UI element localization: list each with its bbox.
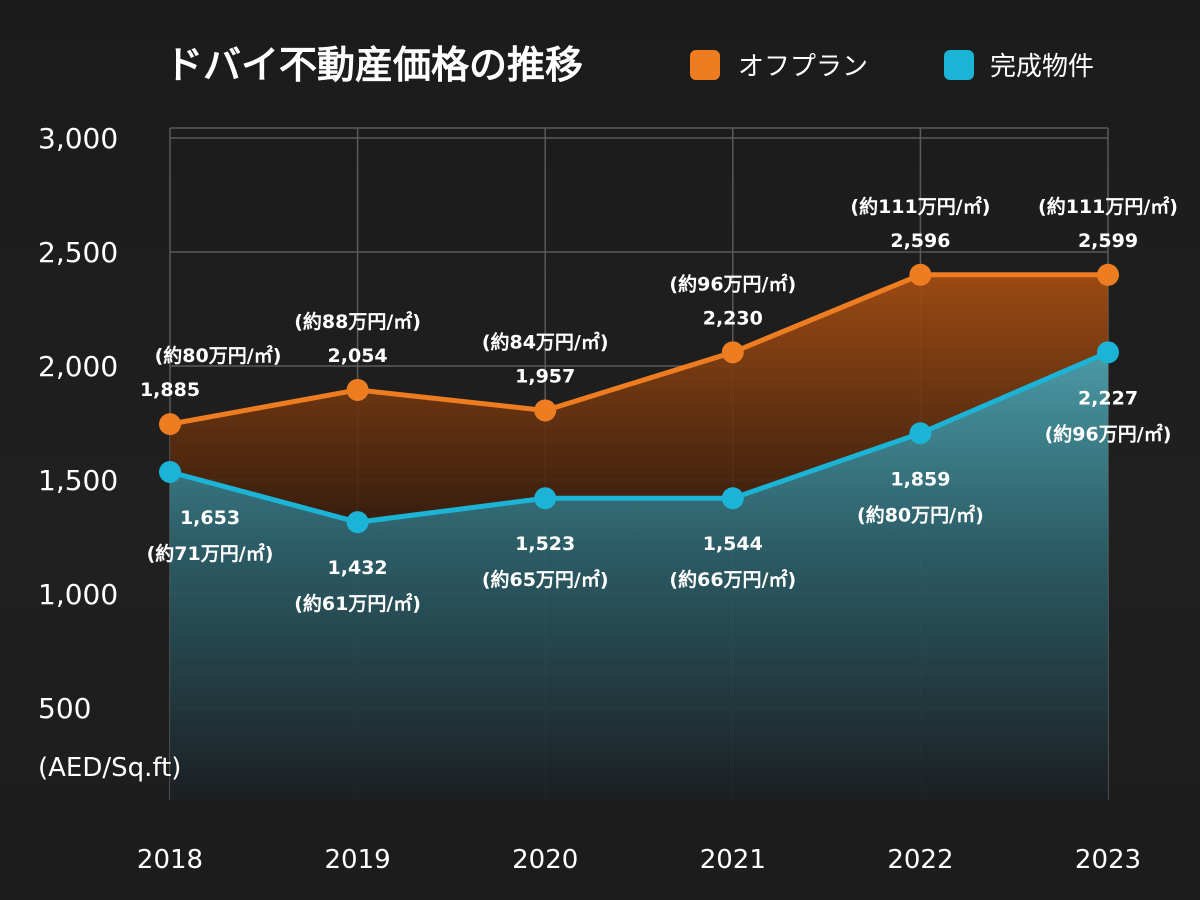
x-tick-label: 2022	[887, 845, 953, 875]
data-label-offplan-sub: (約96万円/㎡)	[669, 272, 796, 295]
data-point-completed	[534, 487, 557, 510]
data-point-completed	[1097, 341, 1119, 364]
series-line-offplan	[169, 272, 1108, 427]
data-point-offplan	[346, 378, 369, 401]
data-point-completed	[346, 511, 369, 534]
x-tick-label: 2019	[325, 845, 391, 875]
x-tick-label: 2023	[1075, 845, 1141, 875]
data-label-completed-value: 1,432	[328, 557, 388, 579]
data-point-offplan	[909, 263, 932, 286]
data-label-offplan-value: 1,957	[515, 365, 575, 387]
x-tick-label: 2020	[512, 845, 578, 875]
y-tick-label: 1,500	[38, 464, 118, 497]
y-axis: 3,000 2,500 2,000 1,500 1,000 500	[38, 122, 118, 725]
data-points	[159, 263, 1119, 534]
data-label-offplan-sub: (約111万円/㎡)	[850, 195, 990, 218]
data-label-completed-sub: (約66万円/㎡)	[669, 568, 796, 591]
data-point-offplan	[1097, 263, 1119, 286]
unit-label: (AED/Sq.ft)	[38, 753, 181, 783]
y-tick-label: 3,000	[38, 122, 118, 155]
legend-swatch-offplan	[690, 50, 720, 80]
data-label-offplan-value: 2,054	[328, 345, 388, 367]
data-label-completed-sub: (約65万円/㎡)	[482, 568, 609, 591]
x-tick-label: 2018	[137, 845, 203, 875]
legend-label-offplan: オフプラン	[738, 52, 868, 82]
area-completed	[170, 352, 1108, 800]
data-label-completed-sub: (約71万円/㎡)	[147, 542, 274, 565]
data-label-offplan-sub: (約88万円/㎡)	[294, 310, 421, 333]
data-label-offplan-value: 2,599	[1078, 230, 1138, 252]
data-point-offplan	[721, 341, 744, 364]
x-axis: 2018 2019 2020 2021 2022 2023	[137, 845, 1141, 875]
area-offplan	[170, 274, 1108, 523]
data-label-completed-sub: (約96万円/㎡)	[1045, 422, 1172, 445]
data-labels: (約80万円/㎡) 1,885 (約88万円/㎡) 2,054 (約84万円/㎡) 1,9…	[140, 195, 1178, 615]
legend: オフプラン 完成物件	[690, 50, 1094, 82]
series-lines	[169, 272, 1109, 525]
data-label-offplan-value: 2,230	[703, 307, 763, 329]
data-point-completed	[909, 422, 932, 445]
series-line-completed	[169, 350, 1109, 525]
data-point-offplan	[159, 413, 181, 436]
data-point-completed	[159, 461, 181, 484]
data-label-offplan-value: 2,596	[890, 230, 950, 252]
data-label-completed-sub: (約61万円/㎡)	[294, 592, 421, 615]
data-label-offplan-value: 1,885	[140, 379, 200, 401]
chart-title: ドバイ不動産価格の推移	[165, 43, 583, 87]
data-label-completed-value: 1,544	[703, 533, 763, 555]
area-fills	[170, 274, 1108, 800]
data-label-completed-value: 1,653	[180, 507, 240, 529]
y-tick-label: 500	[38, 692, 91, 725]
x-tick-label: 2021	[700, 845, 766, 875]
data-point-offplan	[534, 399, 557, 422]
data-label-completed-sub: (約80万円/㎡)	[857, 503, 984, 526]
data-label-completed-value: 1,523	[515, 533, 575, 555]
data-label-offplan-sub: (約80万円/㎡)	[155, 344, 282, 367]
legend-label-completed: 完成物件	[990, 52, 1094, 82]
data-label-completed-value: 1,859	[890, 468, 950, 490]
y-tick-label: 2,500	[38, 236, 118, 269]
data-label-completed-value: 2,227	[1078, 387, 1138, 409]
legend-swatch-completed	[944, 50, 974, 80]
y-tick-label: 2,000	[38, 350, 118, 383]
data-label-offplan-sub: (約84万円/㎡)	[482, 330, 609, 353]
data-label-offplan-sub: (約111万円/㎡)	[1038, 195, 1178, 218]
data-point-completed	[721, 487, 744, 510]
y-tick-label: 1,000	[38, 578, 118, 611]
